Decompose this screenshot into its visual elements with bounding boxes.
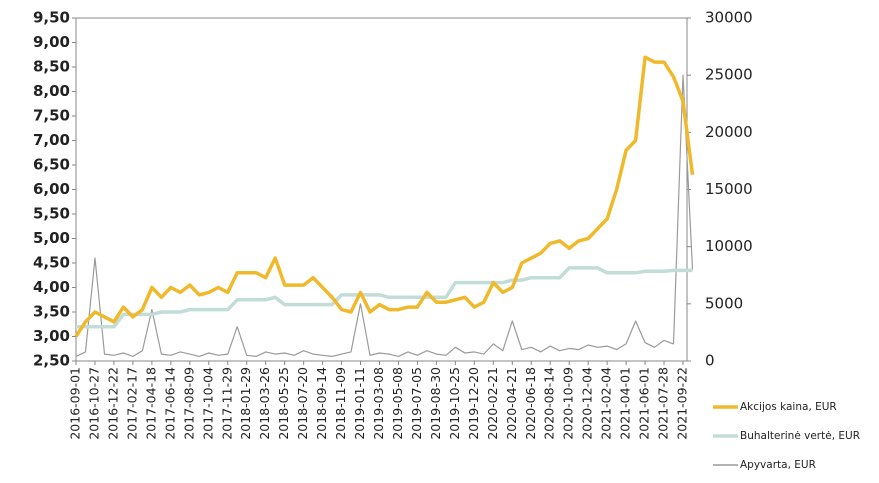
series-line [76,266,693,329]
y2-tick-label: 15000 [705,180,753,198]
x-tick-label: 2019-03-08 [371,367,386,440]
y-tick-label: 9,50 [33,9,70,27]
y-tick-label: 8,00 [33,82,70,100]
x-tick-label: 2020-10-09 [561,367,576,440]
x-tick-label: 2020-08-14 [542,367,557,440]
y-tick-label: 3,00 [33,327,70,345]
y-tick-label: 9,00 [33,33,70,51]
series-line [74,55,695,338]
x-tick-label: 2019-12-20 [466,367,481,440]
x-tick-label: 2020-04-21 [504,367,519,440]
x-tick-label: 2020-02-21 [485,367,500,440]
x-tick-label: 2018-03-26 [257,367,272,440]
y-tick-label: 3,50 [33,303,70,321]
legend-label: Buhalterinė vertė, EUR [740,430,860,442]
x-tick-label: 2017-08-09 [181,367,196,440]
y-tick-label: 8,50 [33,58,70,76]
x-tick-label: 2021-09-22 [675,367,690,440]
x-tick-label: 2017-10-04 [200,367,215,440]
x-tick-label: 2018-11-09 [333,367,348,440]
x-tick-label: 2019-07-05 [409,367,424,440]
y-tick-label: 4,00 [33,278,70,296]
y-tick-label: 7,00 [33,131,70,149]
x-tick-label: 2021-06-01 [637,367,652,440]
x-tick-label: 2016-12-22 [105,367,120,440]
y2-tick-label: 10000 [705,237,753,255]
y-tick-label: 2,50 [33,352,70,370]
y2-tick-label: 5000 [705,294,743,312]
x-tick-label: 2019-05-08 [390,367,405,440]
y-tick-label: 5,00 [33,229,70,247]
series-line [75,74,694,357]
y-tick-label: 5,50 [33,205,70,223]
x-tick-label: 2016-09-01 [68,367,83,440]
x-tick-label: 2018-09-14 [314,367,329,440]
x-tick-label: 2019-08-30 [428,367,443,440]
y-tick-label: 4,50 [33,254,70,272]
y-tick-label: 7,50 [33,107,70,125]
x-tick-label: 2020-12-04 [580,367,595,440]
y-tick-label: 6,00 [33,180,70,198]
x-tick-label: 2021-04-01 [618,367,633,440]
y2-tick-label: 30000 [705,9,753,27]
y-tick-label: 6,50 [33,156,70,174]
x-tick-label: 2016-10-27 [86,367,101,440]
x-tick-label: 2017-11-29 [219,367,234,440]
y2-tick-label: 0 [705,352,715,370]
x-tick-label: 2017-04-18 [143,367,158,440]
x-tick-label: 2018-07-20 [295,367,310,440]
x-tick-label: 2019-10-25 [447,367,462,440]
plot-frame [75,17,688,362]
legend-label: Apyvarta, EUR [740,459,816,471]
x-tick-label: 2020-06-18 [523,367,538,440]
x-tick-label: 2019-01-11 [352,367,367,440]
y2-tick-label: 20000 [705,123,753,141]
x-tick-label: 2018-01-29 [238,367,253,440]
x-tick-label: 2021-02-04 [599,367,614,440]
x-tick-label: 2017-02-17 [124,367,139,440]
legend-label: Akcijos kaina, EUR [740,401,837,413]
x-tick-label: 2018-05-25 [276,367,291,440]
x-tick-label: 2017-06-14 [162,367,177,440]
x-tick-label: 2021-07-28 [656,367,671,440]
y2-tick-label: 25000 [705,66,753,84]
